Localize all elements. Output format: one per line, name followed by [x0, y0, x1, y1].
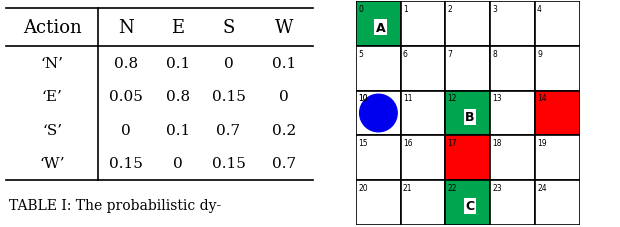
Text: 10: 10 — [358, 94, 368, 103]
Text: 17: 17 — [448, 138, 458, 147]
Text: 2: 2 — [448, 5, 453, 14]
Text: 0: 0 — [121, 123, 131, 137]
Text: ‘E’: ‘E’ — [42, 90, 63, 104]
Text: 3: 3 — [492, 5, 497, 14]
Text: A: A — [376, 22, 386, 35]
Bar — [490, 2, 535, 47]
Text: 7: 7 — [448, 49, 453, 58]
Text: 13: 13 — [492, 94, 502, 103]
Bar — [445, 2, 490, 47]
Text: B: B — [465, 111, 475, 123]
Text: 0.05: 0.05 — [109, 90, 143, 104]
Text: 6: 6 — [403, 49, 408, 58]
Text: 0.1: 0.1 — [166, 57, 190, 70]
Bar — [356, 47, 401, 91]
Text: ‘S’: ‘S’ — [42, 123, 62, 137]
Bar — [356, 91, 401, 136]
Bar — [401, 47, 445, 91]
Bar — [356, 2, 401, 47]
Text: 0: 0 — [279, 90, 288, 104]
Text: 0: 0 — [224, 57, 233, 70]
Bar — [401, 91, 445, 136]
Text: C: C — [466, 200, 474, 212]
Text: 19: 19 — [537, 138, 547, 147]
Text: 18: 18 — [492, 138, 502, 147]
Text: 23: 23 — [492, 183, 502, 192]
Bar — [445, 91, 490, 136]
Text: 21: 21 — [403, 183, 412, 192]
Text: 11: 11 — [403, 94, 412, 103]
Text: 8: 8 — [492, 49, 497, 58]
Bar — [356, 136, 401, 180]
Text: 12: 12 — [448, 94, 457, 103]
Bar — [490, 91, 535, 136]
Text: ‘W’: ‘W’ — [40, 157, 65, 170]
Text: 22: 22 — [448, 183, 457, 192]
Text: 4: 4 — [537, 5, 542, 14]
Bar — [490, 180, 535, 225]
Text: 0.15: 0.15 — [109, 157, 143, 170]
Text: 0.1: 0.1 — [166, 123, 190, 137]
Bar — [490, 136, 535, 180]
Text: 0.8: 0.8 — [113, 57, 138, 70]
Text: 9: 9 — [537, 49, 542, 58]
Bar — [535, 180, 580, 225]
Bar — [356, 180, 401, 225]
Text: 24: 24 — [537, 183, 547, 192]
Text: 0.15: 0.15 — [211, 90, 246, 104]
Text: 15: 15 — [358, 138, 368, 147]
Bar — [490, 47, 535, 91]
Text: TABLE I: The probabilistic dy-: TABLE I: The probabilistic dy- — [9, 198, 221, 212]
Text: 5: 5 — [358, 49, 363, 58]
Bar — [535, 91, 580, 136]
Circle shape — [360, 95, 397, 132]
Text: 14: 14 — [537, 94, 547, 103]
Text: 0.7: 0.7 — [216, 123, 241, 137]
Text: 0.8: 0.8 — [166, 90, 190, 104]
Bar — [535, 47, 580, 91]
Text: 0: 0 — [358, 5, 363, 14]
Bar — [401, 2, 445, 47]
Bar — [535, 2, 580, 47]
Text: W: W — [275, 19, 293, 37]
Text: 16: 16 — [403, 138, 413, 147]
Bar — [445, 180, 490, 225]
Text: S: S — [223, 19, 235, 37]
Bar — [445, 47, 490, 91]
Bar — [535, 136, 580, 180]
Bar — [445, 136, 490, 180]
Text: 0.2: 0.2 — [272, 123, 296, 137]
Text: 0: 0 — [173, 157, 183, 170]
Text: 10: 10 — [358, 94, 368, 103]
Text: ‘N’: ‘N’ — [41, 57, 64, 70]
Text: 0.15: 0.15 — [211, 157, 246, 170]
Text: 0.7: 0.7 — [272, 157, 296, 170]
Text: 1: 1 — [403, 5, 408, 14]
Bar — [401, 136, 445, 180]
Text: 0.1: 0.1 — [272, 57, 296, 70]
Text: N: N — [118, 19, 134, 37]
Text: Action: Action — [23, 19, 82, 37]
Bar — [401, 180, 445, 225]
Text: E: E — [171, 19, 185, 37]
Text: 20: 20 — [358, 183, 368, 192]
